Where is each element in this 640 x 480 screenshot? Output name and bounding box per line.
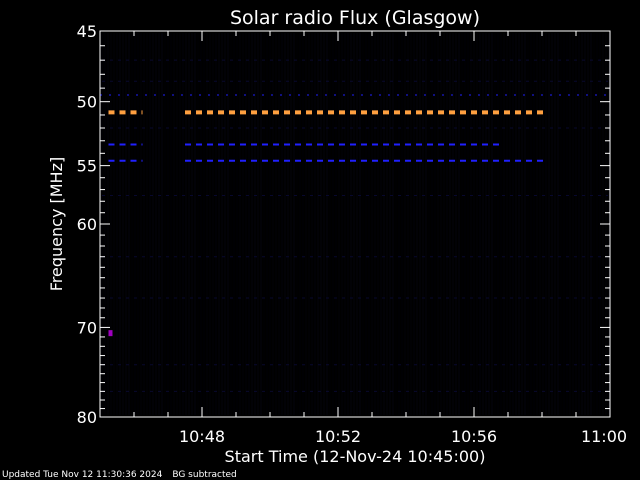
bg-note: BG subtracted	[172, 470, 237, 480]
y-tick-label: 80	[77, 408, 97, 427]
x-tick-label: 10:56	[451, 427, 497, 446]
feature-spot	[108, 330, 113, 337]
axes: 45 50 55 60 70 80 10:48 10:52 10:56 11:00	[77, 22, 627, 446]
updated-timestamp: Updated Tue Nov 12 11:30:36 2024	[2, 470, 163, 480]
chart-title: Solar radio Flux (Glasgow)	[230, 7, 480, 29]
footer: Updated Tue Nov 12 11:30:36 2024 BG subtr…	[2, 470, 247, 480]
plot-area	[100, 33, 610, 415]
x-axis-label: Start Time (12-Nov-24 10:45:00)	[225, 447, 486, 466]
x-tick-label: 10:52	[315, 427, 361, 446]
y-tick-label: 60	[77, 215, 97, 234]
y-tick-label: 70	[77, 318, 97, 337]
y-tick-label: 50	[77, 93, 97, 112]
x-tick-label: 10:48	[179, 427, 225, 446]
y-tick-label: 55	[77, 157, 97, 176]
x-tick-label: 11:00	[581, 427, 627, 446]
y-tick-label: 45	[77, 22, 97, 41]
y-axis-label: Frequency [MHz]	[47, 157, 66, 291]
